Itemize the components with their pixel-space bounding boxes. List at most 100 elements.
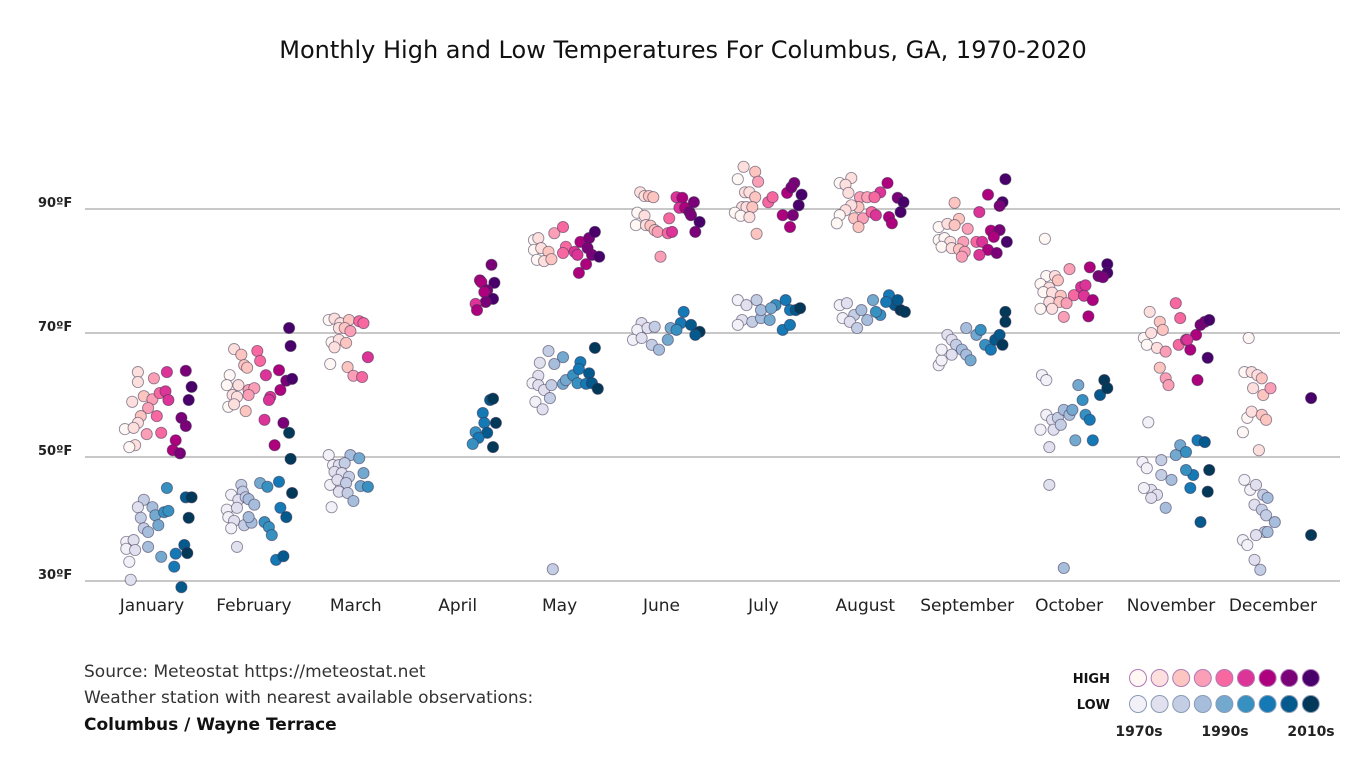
legend-low-swatch: [1258, 695, 1277, 713]
low-temp-point: [999, 315, 1012, 328]
high-temp-point: [127, 421, 140, 434]
low-temp-point: [740, 299, 753, 312]
low-temp-point: [1305, 529, 1318, 542]
high-temp-point: [1140, 338, 1153, 351]
low-temp-point: [543, 392, 556, 405]
high-temp-point: [228, 398, 241, 411]
high-temp-point: [1201, 351, 1214, 364]
legend-low-swatch: [1129, 695, 1147, 713]
low-temp-point: [591, 382, 604, 395]
low-temp-point: [1249, 478, 1263, 491]
low-temp-point: [750, 294, 763, 307]
chart-title: Monthly High and Low Temperatures For Co…: [279, 36, 1086, 64]
legend-low-swatch: [1215, 695, 1234, 713]
low-temp-point: [1043, 478, 1056, 491]
low-temp-point: [134, 511, 147, 524]
low-temp-point: [1261, 525, 1274, 539]
low-temp-point: [1054, 418, 1067, 431]
low-temp-point: [169, 547, 182, 560]
high-temp-point: [1153, 361, 1166, 374]
low-temp-point: [261, 480, 274, 493]
low-temp-point: [248, 498, 261, 511]
low-temp-point: [155, 550, 168, 563]
low-temp-point: [635, 331, 648, 345]
low-temp-point: [182, 511, 195, 524]
high-temp-point: [580, 258, 593, 271]
low-temp-point: [545, 379, 558, 392]
y-tick-label: 90ºF: [38, 196, 72, 211]
high-temp-point: [556, 246, 570, 260]
low-temp-point: [129, 543, 142, 557]
legend-swatches: [1129, 669, 1320, 713]
legend-high-swatch: [1193, 669, 1212, 687]
legend-decade-1990s: 1990s: [1201, 724, 1248, 740]
high-temp-point: [239, 405, 252, 418]
station-note: Weather station with nearest available o…: [84, 688, 533, 708]
high-temp-point: [948, 196, 961, 209]
low-temp-point: [974, 323, 987, 336]
low-temp-point: [546, 563, 559, 576]
low-temp-point: [486, 441, 500, 454]
low-temp-point: [347, 494, 360, 508]
high-temp-point: [1255, 372, 1268, 385]
legend-low-swatch: [1280, 695, 1299, 713]
high-temp-point: [749, 165, 762, 178]
high-temp-point: [955, 250, 968, 263]
y-tick-label: 70ºF: [38, 320, 72, 335]
low-temp-point: [280, 511, 293, 524]
low-temp-point: [866, 294, 880, 307]
low-temp-point: [1165, 473, 1178, 486]
low-temp-point: [583, 367, 596, 380]
low-temp-point: [160, 481, 173, 495]
high-temp-point: [532, 232, 545, 245]
high-temp-point: [647, 191, 660, 204]
legend-high-swatch: [1215, 669, 1234, 687]
high-temp-point: [743, 211, 756, 224]
low-temp-point: [964, 354, 977, 367]
high-temp-point: [179, 419, 192, 433]
high-temp-point: [746, 201, 759, 214]
high-temp-point: [999, 173, 1012, 186]
high-temp-point: [283, 321, 296, 335]
high-temp-point: [220, 379, 233, 392]
high-temp-point: [173, 447, 187, 460]
low-temp-point: [891, 294, 904, 307]
high-temp-point: [324, 357, 337, 371]
high-temp-point: [232, 379, 245, 392]
high-temp-point: [548, 227, 561, 240]
high-temp-point: [571, 248, 584, 261]
low-temp-point: [338, 457, 351, 470]
y-tick-label: 30ºF: [38, 568, 72, 583]
high-temp-point: [1145, 326, 1158, 340]
high-temp-point: [842, 186, 855, 199]
low-temp-point: [556, 351, 570, 364]
high-temp-point: [235, 348, 248, 361]
high-temp-point: [935, 240, 948, 253]
high-temp-point: [973, 206, 986, 219]
x-tick-label: April: [438, 596, 477, 616]
x-tick-label: October: [1035, 596, 1103, 616]
low-temp-point: [1260, 509, 1273, 522]
x-tick-label: June: [642, 596, 680, 616]
low-temp-point: [533, 356, 546, 369]
y-tick-label: 50ºF: [38, 444, 72, 459]
high-temp-point: [830, 217, 843, 230]
low-temp-point: [1034, 423, 1047, 436]
high-temp-point: [588, 225, 601, 238]
high-temp-point: [1156, 323, 1169, 336]
legend-low-label: LOW: [1077, 698, 1110, 713]
low-temp-point: [1198, 436, 1211, 449]
legend-high-swatch: [1280, 669, 1299, 687]
high-temp-point: [651, 225, 664, 238]
high-temp-point: [1242, 331, 1255, 345]
high-temp-point: [752, 175, 765, 188]
high-temp-point: [629, 219, 642, 232]
high-temp-point: [488, 276, 501, 289]
data-points: [118, 160, 1318, 594]
low-temp-point: [572, 362, 585, 376]
low-temp-point: [230, 501, 244, 514]
high-temp-point: [693, 215, 706, 229]
high-temp-point: [356, 370, 369, 384]
low-temp-point: [840, 297, 853, 310]
low-temp-point: [225, 522, 238, 535]
